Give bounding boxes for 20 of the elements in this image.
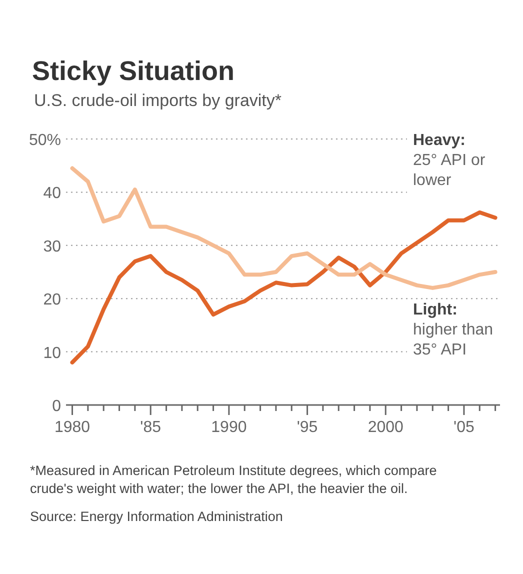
x-tick-label: '05: [454, 419, 474, 436]
x-tick-label: '85: [140, 419, 162, 436]
y-tick-label: 20: [43, 292, 62, 309]
chart-subtitle: U.S. crude-oil imports by gravity*: [34, 91, 282, 110]
chart-title: Sticky Situation: [32, 56, 235, 86]
series-label: Light: higher than 35° API: [413, 302, 494, 359]
y-tick-label: 0: [52, 398, 62, 415]
line-series: [70, 166, 498, 290]
y-tick-label: 10: [43, 344, 62, 362]
y-tick-label: 40: [43, 185, 62, 202]
y-tick-label: 30: [43, 238, 62, 256]
source-note: Source: Energy Information Administration: [30, 509, 283, 524]
line-series: [70, 210, 498, 364]
x-tick-label: 1990: [211, 419, 247, 436]
x-tick-label: '95: [296, 419, 318, 436]
text: *Measured in American Petroleum Institute degrees, which compare crude's weight with water; the lower the API, the heavier the oil.: [30, 463, 437, 496]
series-label: Heavy: 25° API or lower: [413, 132, 486, 189]
x-tick-label: 2000: [368, 419, 404, 436]
x-tick-label: 1980: [54, 419, 90, 436]
y-tick-label: 50%: [28, 132, 61, 149]
